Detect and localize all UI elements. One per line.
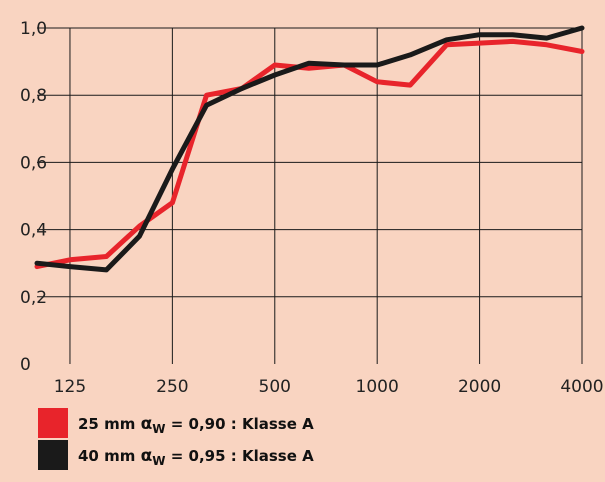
series-line-2 [34,25,585,273]
x-tick-label: 1000 [356,377,399,397]
legend-swatch-1 [38,408,68,438]
x-tick-label: 500 [259,377,291,397]
y-tick-label: 1,0 [20,19,47,39]
y-tick-label: 0,2 [20,288,47,308]
y-axis-ticks: 0 0,2 0,4 0,6 0,8 1,0 [20,19,47,375]
y-tick-label: 0,6 [20,153,47,173]
legend-swatch-2 [38,440,68,470]
series-line-1 [34,38,585,270]
y-tick-label: 0,4 [20,221,47,241]
legend-label-1: 25 mm αW = 0,90 : Klasse A [78,414,314,436]
series-lines [34,25,585,273]
x-axis-ticks: 125 250 500 1000 2000 4000 [54,377,604,397]
legend-label-2: 40 mm αW = 0,95 : Klasse A [78,446,314,468]
x-tick-label: 250 [156,377,188,397]
grid [37,27,583,364]
y-tick-label: 0,8 [20,86,47,106]
x-tick-label: 4000 [560,377,603,397]
x-tick-label: 2000 [458,377,501,397]
y-tick-label: 0 [20,355,31,375]
x-tick-label: 125 [54,377,86,397]
legend: 25 mm αW = 0,90 : Klasse A 40 mm αW = 0,9… [38,408,314,470]
